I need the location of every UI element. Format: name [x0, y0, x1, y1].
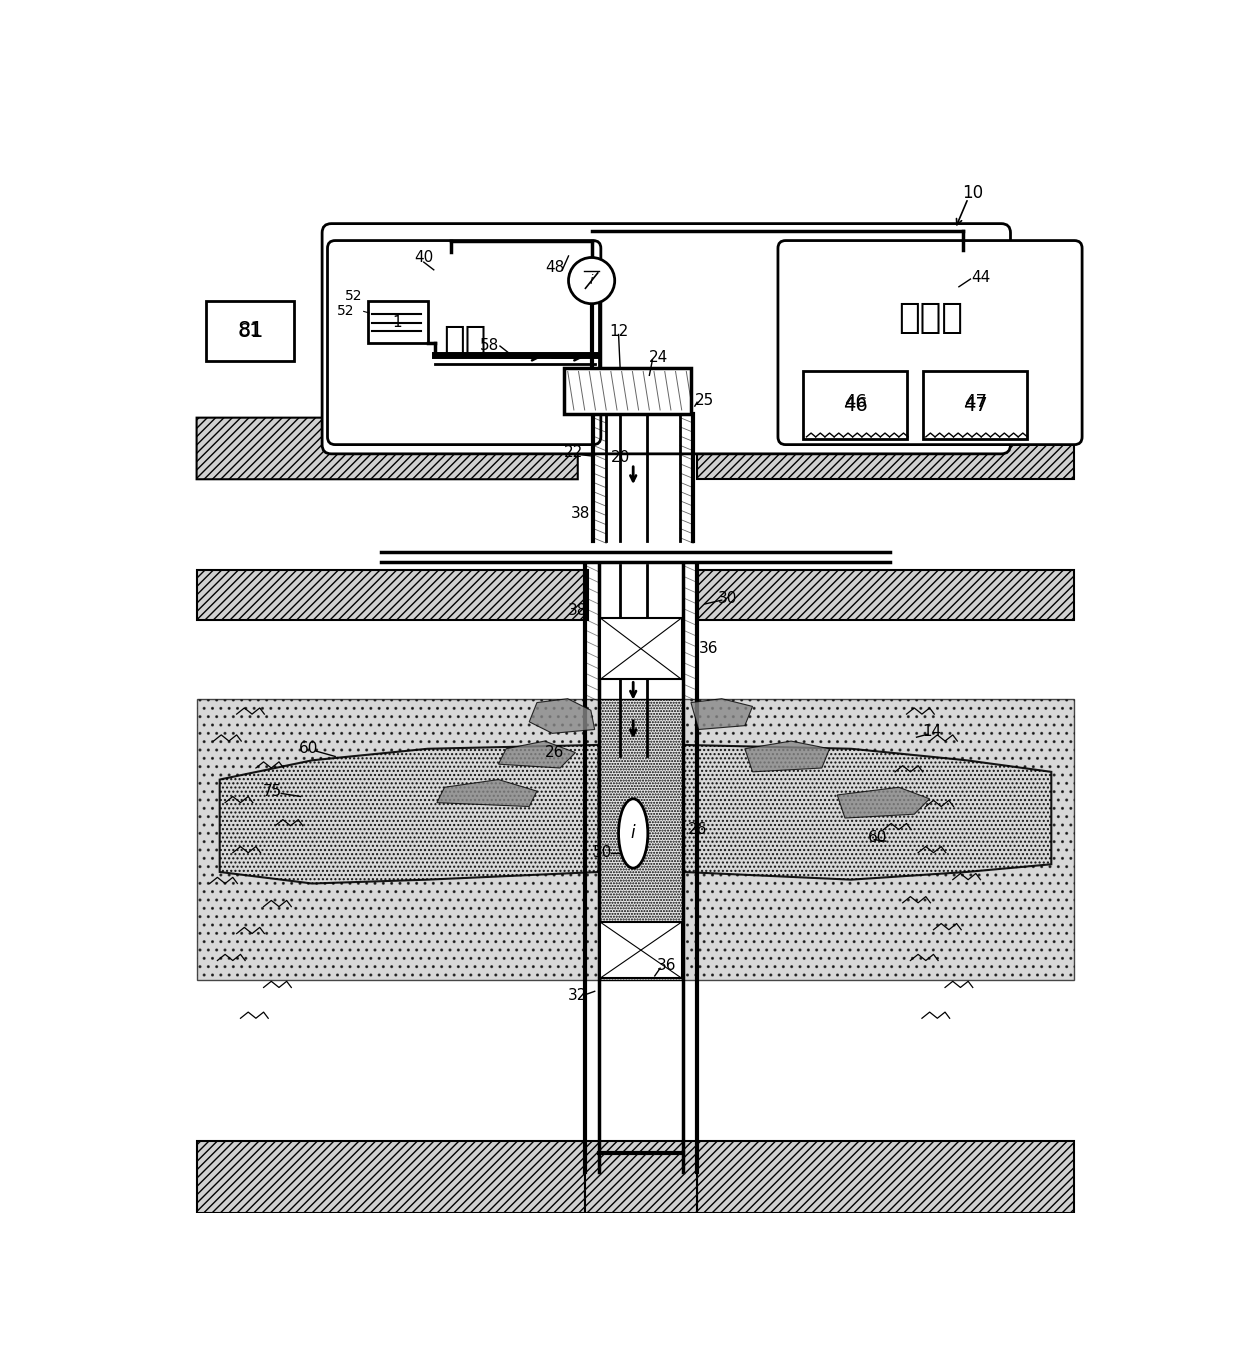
Text: 26: 26: [687, 822, 707, 837]
Text: 52: 52: [345, 289, 362, 303]
Text: 52: 52: [337, 304, 355, 319]
Text: 20: 20: [610, 450, 630, 465]
Circle shape: [568, 258, 615, 304]
Bar: [804, 372, 908, 439]
Polygon shape: [197, 699, 599, 980]
Text: 60: 60: [868, 830, 888, 845]
Ellipse shape: [619, 799, 647, 868]
Text: 30: 30: [718, 592, 738, 607]
Text: 24: 24: [649, 350, 668, 365]
Polygon shape: [697, 417, 1074, 480]
Text: 32: 32: [568, 988, 588, 1003]
Text: 75: 75: [263, 784, 281, 799]
Text: 10: 10: [962, 184, 983, 202]
Text: 46: 46: [844, 394, 867, 412]
Text: 40: 40: [414, 249, 433, 264]
Text: 12: 12: [609, 324, 629, 339]
Polygon shape: [498, 741, 575, 767]
Text: 26: 26: [544, 746, 564, 761]
Polygon shape: [197, 1141, 585, 1213]
Text: 22: 22: [564, 444, 584, 459]
Bar: [206, 301, 294, 361]
Text: 48: 48: [546, 260, 564, 275]
Polygon shape: [745, 741, 830, 771]
Text: 47: 47: [963, 394, 987, 412]
Text: 14: 14: [923, 724, 941, 739]
Polygon shape: [697, 570, 1074, 620]
Text: 58: 58: [480, 338, 498, 353]
Polygon shape: [691, 699, 753, 729]
Polygon shape: [837, 788, 930, 818]
Text: 46: 46: [843, 395, 868, 414]
Text: 81: 81: [237, 320, 264, 341]
Polygon shape: [436, 780, 537, 807]
Bar: [564, 368, 691, 414]
Text: 泵车: 泵车: [443, 323, 486, 357]
Text: 47: 47: [962, 395, 987, 414]
Bar: [599, 699, 683, 980]
Bar: [923, 372, 1027, 439]
FancyBboxPatch shape: [777, 240, 1083, 444]
FancyBboxPatch shape: [322, 224, 1011, 454]
Text: 38: 38: [570, 507, 590, 522]
Polygon shape: [219, 746, 599, 883]
Text: 44: 44: [971, 270, 990, 285]
Polygon shape: [529, 699, 595, 733]
Polygon shape: [683, 699, 1074, 980]
Polygon shape: [197, 417, 578, 480]
Text: 81: 81: [239, 323, 262, 341]
Polygon shape: [585, 1141, 697, 1213]
FancyBboxPatch shape: [327, 240, 601, 444]
Text: i: i: [631, 825, 636, 842]
Text: 60: 60: [299, 741, 317, 756]
Polygon shape: [697, 1141, 1074, 1213]
Text: 38: 38: [568, 602, 588, 617]
Text: 25: 25: [696, 393, 714, 409]
Polygon shape: [197, 570, 588, 620]
Text: 36: 36: [699, 641, 718, 656]
Text: 50: 50: [593, 845, 613, 860]
Text: 1: 1: [392, 315, 402, 330]
Bar: [600, 921, 682, 979]
Text: 仪器车: 仪器车: [898, 301, 962, 334]
Bar: [600, 617, 682, 680]
Bar: [367, 301, 428, 343]
Polygon shape: [683, 746, 1052, 879]
Text: 36: 36: [656, 958, 676, 973]
Text: i: i: [590, 274, 594, 288]
